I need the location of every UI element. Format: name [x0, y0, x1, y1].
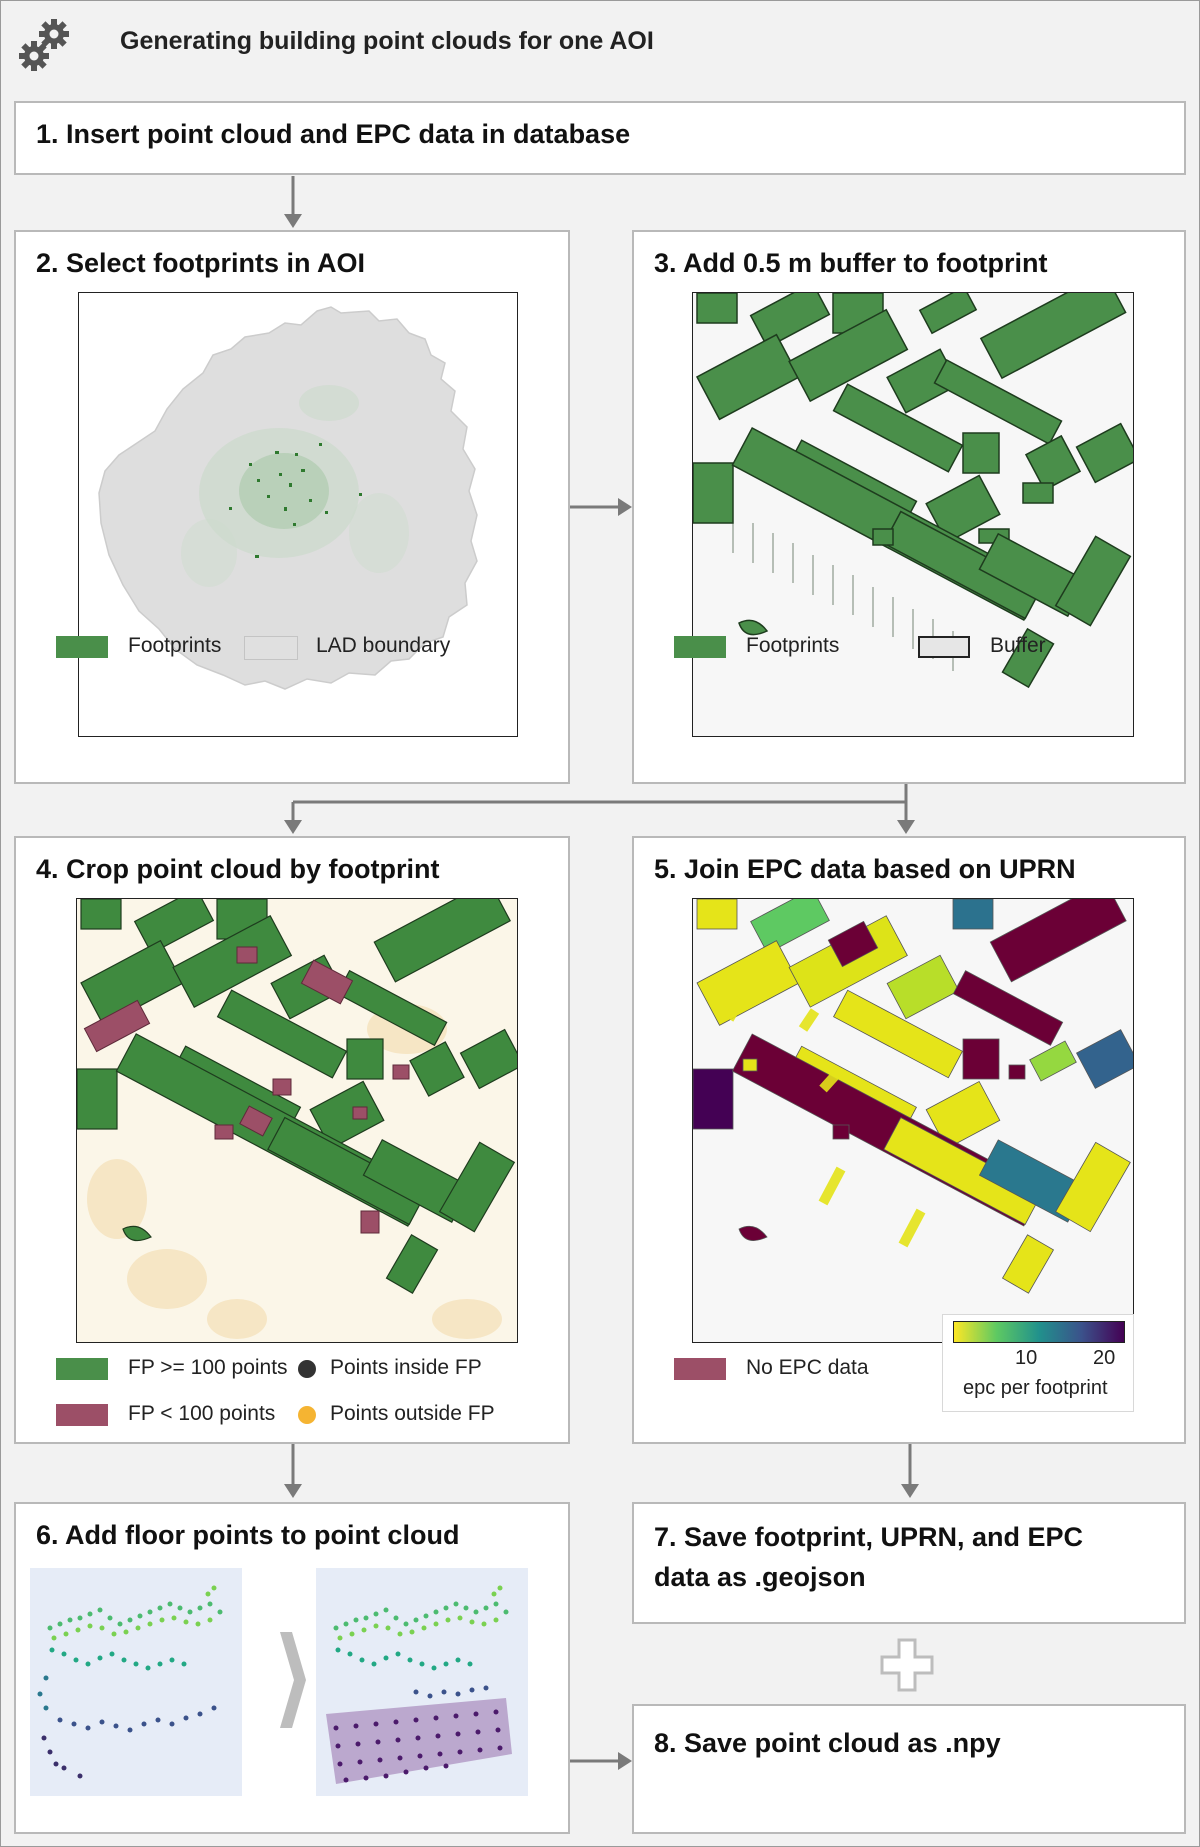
point-cloud-after — [316, 1568, 528, 1796]
step-5-box: 5. Join EPC data based on UPRN — [632, 836, 1186, 1444]
lad-boundary-swatch — [244, 636, 298, 660]
chevron-right-icon — [280, 1632, 306, 1728]
page-title: Generating building point clouds for one… — [120, 27, 654, 55]
crop-map — [76, 898, 518, 1343]
gear-icon — [19, 19, 69, 71]
arrow-step2-to-step3 — [570, 498, 632, 516]
step-6-title: 6. Add floor points to point cloud — [36, 1520, 460, 1550]
points-inside-legend-label: Points inside FP — [330, 1356, 482, 1379]
step-3-title: 3. Add 0.5 m buffer to footprint — [654, 248, 1048, 278]
point-cloud-before — [30, 1568, 242, 1796]
fp-ge-100-legend-label: FP >= 100 points — [128, 1356, 288, 1379]
step-8-title: 8. Save point cloud as .npy — [654, 1728, 1001, 1758]
step-7-title-line-1: 7. Save footprint, UPRN, and EPC — [654, 1522, 1084, 1552]
step-2-box: 2. Select footprints in AOI Footprints L… — [14, 230, 570, 784]
colorbar-tick-20: 20 — [1093, 1347, 1116, 1369]
step-5-title: 5. Join EPC data based on UPRN — [654, 854, 1076, 884]
no-epc-swatch — [674, 1358, 726, 1380]
footprints-swatch — [674, 636, 726, 658]
buffer-map — [692, 292, 1134, 737]
fp-ge-100-swatch — [56, 1358, 108, 1380]
step-4-title: 4. Crop point cloud by footprint — [36, 854, 440, 884]
footprints-legend-label: Footprints — [746, 634, 840, 657]
arrow-step3-to-step4-and-step5 — [284, 784, 915, 834]
points-outside-dot — [298, 1406, 316, 1424]
step-1-title: 1. Insert point cloud and EPC data in da… — [36, 119, 631, 149]
buffer-swatch — [918, 636, 970, 658]
arrow-step6-to-step8 — [570, 1752, 632, 1770]
step-3-box: 3. Add 0.5 m buffer to footprint — [632, 230, 1186, 784]
step-4-box: 4. Crop point cloud by footprint — [14, 836, 570, 1444]
step-7-box: 7. Save footprint, UPRN, and EPC data as… — [632, 1502, 1186, 1624]
fp-lt-100-legend-label: FP < 100 points — [128, 1402, 276, 1425]
epc-map — [692, 898, 1134, 1343]
aoi-map — [78, 292, 518, 737]
no-epc-legend-label: No EPC data — [746, 1356, 869, 1379]
fp-lt-100-swatch — [56, 1404, 108, 1426]
step-2-title: 2. Select footprints in AOI — [36, 248, 366, 278]
colorbar-label: epc per footprint — [963, 1377, 1108, 1399]
arrow-step1-to-step2 — [284, 176, 302, 228]
footprints-swatch — [56, 636, 108, 658]
plus-icon — [880, 1638, 934, 1692]
step-1-box: 1. Insert point cloud and EPC data in da… — [14, 101, 1186, 175]
points-inside-dot — [298, 1360, 316, 1378]
lad-boundary-legend-label: LAD boundary — [316, 634, 451, 657]
points-outside-legend-label: Points outside FP — [330, 1402, 495, 1425]
colorbar-tick-10: 10 — [1015, 1347, 1038, 1369]
colorbar-panel: 10 20 epc per footprint — [942, 1314, 1134, 1412]
footprints-legend-label: Footprints — [128, 634, 222, 657]
colorbar — [953, 1321, 1125, 1343]
arrow-step4-to-step6 — [284, 1444, 302, 1498]
buffer-legend-label: Buffer — [990, 634, 1046, 657]
arrow-step5-to-step7 — [901, 1444, 919, 1498]
step-8-box: 8. Save point cloud as .npy — [632, 1704, 1186, 1834]
step-7-title-line-2: data as .geojson — [654, 1562, 866, 1592]
step-6-box: 6. Add floor points to point cloud — [14, 1502, 570, 1834]
